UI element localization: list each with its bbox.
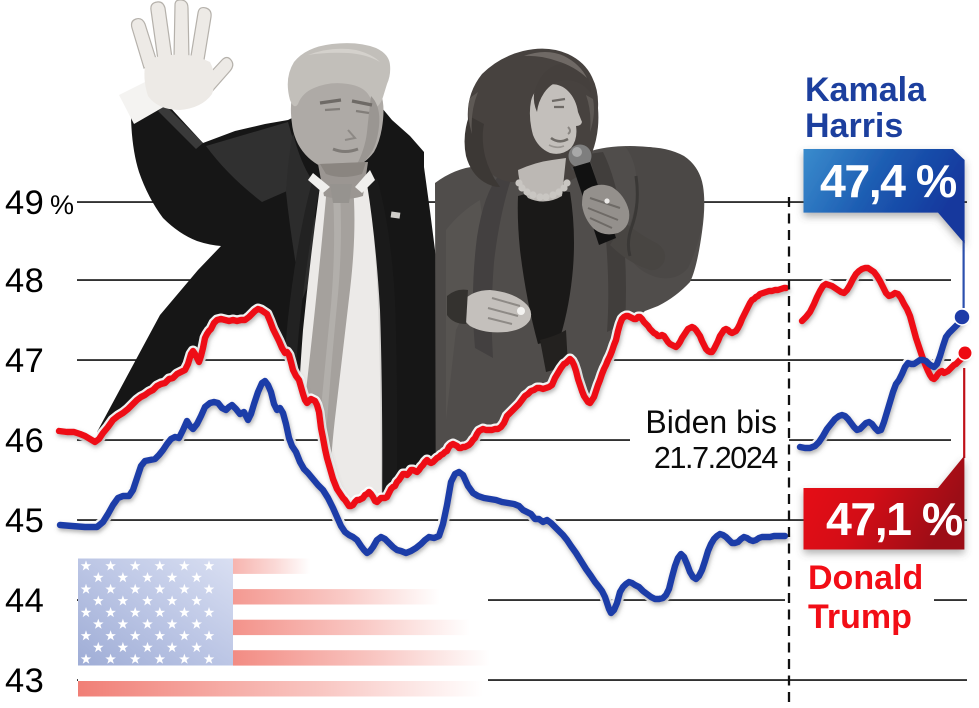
svg-text:46: 46 bbox=[5, 422, 44, 460]
svg-text:Biden bis: Biden bis bbox=[645, 404, 777, 440]
svg-text:%: % bbox=[50, 190, 74, 220]
svg-text:Trump: Trump bbox=[808, 598, 912, 636]
svg-text:47: 47 bbox=[5, 342, 44, 380]
svg-text:Harris: Harris bbox=[805, 107, 903, 145]
svg-text:Donald: Donald bbox=[808, 559, 923, 597]
svg-text:43: 43 bbox=[5, 662, 44, 700]
svg-text:21.7.2024: 21.7.2024 bbox=[654, 441, 779, 475]
svg-text:44: 44 bbox=[5, 582, 44, 620]
svg-text:47,1 %: 47,1 % bbox=[826, 493, 963, 545]
svg-text:47,4 %: 47,4 % bbox=[820, 155, 957, 207]
svg-text:Kamala: Kamala bbox=[805, 71, 927, 109]
svg-text:45: 45 bbox=[5, 502, 44, 540]
svg-text:49: 49 bbox=[5, 184, 44, 222]
svg-text:48: 48 bbox=[5, 262, 44, 300]
